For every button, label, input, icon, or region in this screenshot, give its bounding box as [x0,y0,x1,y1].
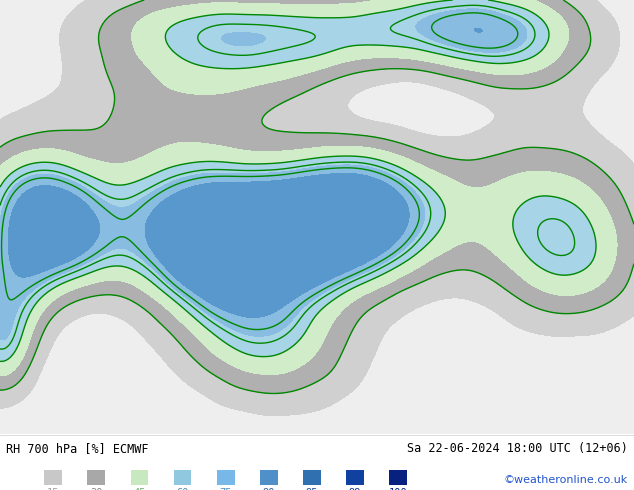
Text: 60: 60 [176,488,189,490]
Text: 15: 15 [47,488,60,490]
Bar [87,470,105,486]
Text: ©weatheronline.co.uk: ©weatheronline.co.uk [503,475,628,486]
Text: 30: 30 [90,488,103,490]
Text: 99: 99 [349,488,361,490]
Bar [44,470,62,486]
Text: 95: 95 [306,488,318,490]
Text: RH 700 hPa [%] ECMWF: RH 700 hPa [%] ECMWF [6,442,149,455]
Bar [303,470,321,486]
Text: 100: 100 [389,488,408,490]
Bar [346,470,364,486]
Bar [217,470,235,486]
Text: Sa 22-06-2024 18:00 UTC (12+06): Sa 22-06-2024 18:00 UTC (12+06) [407,442,628,455]
Bar [131,470,148,486]
Bar [174,470,191,486]
Text: 45: 45 [133,488,146,490]
Bar [260,470,278,486]
Bar [389,470,407,486]
Text: 90: 90 [262,488,275,490]
Text: 75: 75 [219,488,232,490]
